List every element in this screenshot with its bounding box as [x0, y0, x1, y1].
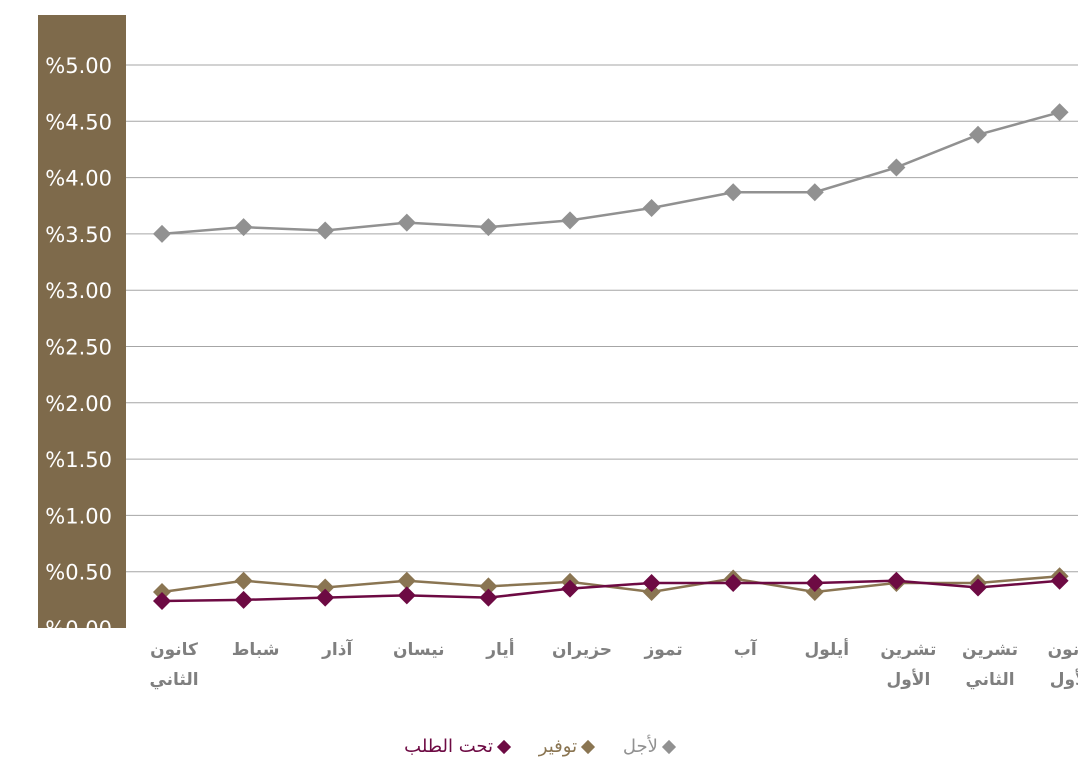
data-point	[1050, 103, 1069, 122]
y-tick-label: %1.00	[45, 504, 112, 528]
data-point	[153, 224, 171, 243]
data-point	[642, 582, 661, 601]
legend-label-tawfir: توفير	[538, 736, 578, 757]
y-axis-tick-labels: %0.00 %0.50 %1.00 %1.50 %2.00 %2.50 %3.00 %3.50…	[45, 54, 112, 641]
data-point	[316, 578, 335, 597]
legend-marker-taht-altalab	[496, 739, 512, 755]
data-point	[642, 199, 661, 218]
x-tick-label: شباط	[232, 640, 280, 660]
data-point	[397, 571, 416, 590]
x-tick-label: كانون الثاني	[149, 640, 198, 690]
data-point	[642, 573, 661, 592]
y-tick-label: %4.50	[45, 110, 112, 134]
x-tick-label: تشرين الثاني	[962, 640, 1018, 690]
series-line-3	[161, 579, 1060, 603]
x-tick-label: أيار	[485, 638, 514, 660]
data-point	[724, 573, 743, 592]
data-point	[234, 218, 253, 237]
data-point	[316, 221, 335, 240]
legend-marker-lajal	[661, 739, 676, 755]
data-point	[1050, 571, 1069, 590]
y-tick-label: %0.50	[45, 561, 112, 585]
y-tick-label: %2.00	[45, 392, 112, 416]
data-point	[234, 571, 253, 590]
y-tick-label: %3.00	[45, 279, 112, 303]
x-tick-label: آب	[734, 638, 758, 660]
y-tick-label: %3.50	[45, 223, 112, 247]
x-axis-tick-labels: كانون الثاني شباط آذار نيسان أيار حزيران تموز آب…	[149, 638, 1078, 690]
data-point	[561, 579, 579, 598]
y-tick-label: %0.00	[45, 617, 112, 641]
x-tick-label: كانونالأول	[1048, 640, 1078, 690]
x-tick-label: آذار	[321, 638, 353, 660]
data-point	[479, 588, 498, 607]
data-point	[805, 582, 824, 601]
legend-item-taht-altalab: تحت الطلب	[404, 736, 512, 757]
y-tick-label: %2.50	[45, 336, 112, 360]
y-tick-label: %5.00	[45, 54, 112, 78]
data-point	[153, 591, 171, 610]
y-tick-label: %1.50	[45, 448, 112, 472]
series-lines	[153, 103, 1069, 610]
y-axis-panel	[38, 15, 126, 628]
data-point	[234, 590, 253, 609]
data-point	[724, 183, 743, 202]
data-point	[805, 183, 824, 202]
data-point	[561, 211, 579, 230]
x-tick-label: حزيران	[552, 640, 612, 660]
data-point	[887, 158, 906, 177]
x-tick-label: نيسان	[393, 640, 445, 660]
data-point	[316, 588, 335, 607]
grid-lines	[126, 64, 1078, 573]
y-tick-label: %4.00	[45, 167, 112, 191]
data-point	[397, 213, 416, 232]
data-point	[887, 571, 906, 590]
legend-item-lajal: لأجل	[622, 736, 676, 757]
legend-label-taht-altalab: تحت الطلب	[404, 736, 494, 757]
data-point	[969, 125, 987, 144]
legend-label-lajal: لأجل	[622, 736, 658, 757]
data-point	[805, 573, 824, 592]
legend-item-tawfir: توفير	[538, 736, 596, 757]
series-line-1	[161, 111, 1060, 236]
x-tick-label: أيلول	[805, 638, 850, 660]
data-point	[153, 582, 171, 601]
x-tick-label: تشرين الأول	[880, 640, 936, 690]
x-tick-label: تموز	[643, 640, 682, 660]
data-point	[969, 578, 987, 597]
data-point	[479, 218, 498, 237]
data-point	[479, 577, 498, 596]
legend: لأجل توفير تحت الطلب	[0, 736, 1078, 757]
legend-marker-tawfir	[581, 739, 596, 755]
data-point	[397, 586, 416, 605]
